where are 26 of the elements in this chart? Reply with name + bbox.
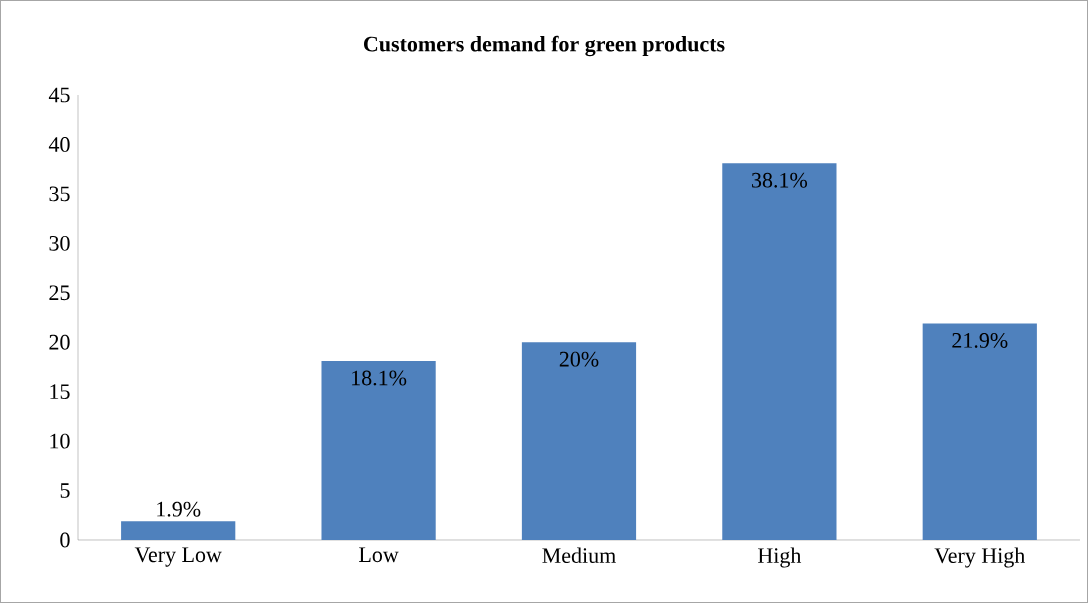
y-tick-label: 5 <box>60 483 70 498</box>
x-tick-label: Low <box>359 547 399 563</box>
bar <box>722 163 837 540</box>
bar <box>922 323 1037 540</box>
y-tick-label: 10 <box>50 433 70 449</box>
data-label: 21.9% <box>952 332 1008 348</box>
x-tick-label: High <box>758 547 802 568</box>
x-tick-label: Very Low <box>134 547 222 567</box>
y-tick-label: 0 <box>60 532 70 548</box>
bar <box>321 361 436 540</box>
bar <box>121 521 236 540</box>
chart-title: Customers demand for green products <box>364 35 725 57</box>
y-tick-label: 45 <box>48 87 70 103</box>
x-tick-label: Medium <box>542 547 616 564</box>
y-tick-label: 30 <box>49 235 70 251</box>
x-tick-label: Very High <box>934 547 1026 568</box>
y-tick-label: 25 <box>49 285 70 301</box>
y-tick-label: 15 <box>50 384 70 400</box>
bar <box>521 342 637 540</box>
data-label: 18.1% <box>352 370 407 386</box>
y-tick-label: 20 <box>49 334 70 350</box>
data-label: 20% <box>559 351 599 367</box>
data-label: 1.9% <box>157 501 201 517</box>
data-label: 38.1% <box>752 172 808 188</box>
y-tick-label: 35 <box>49 186 70 202</box>
y-tick-label: 40 <box>48 137 70 152</box>
